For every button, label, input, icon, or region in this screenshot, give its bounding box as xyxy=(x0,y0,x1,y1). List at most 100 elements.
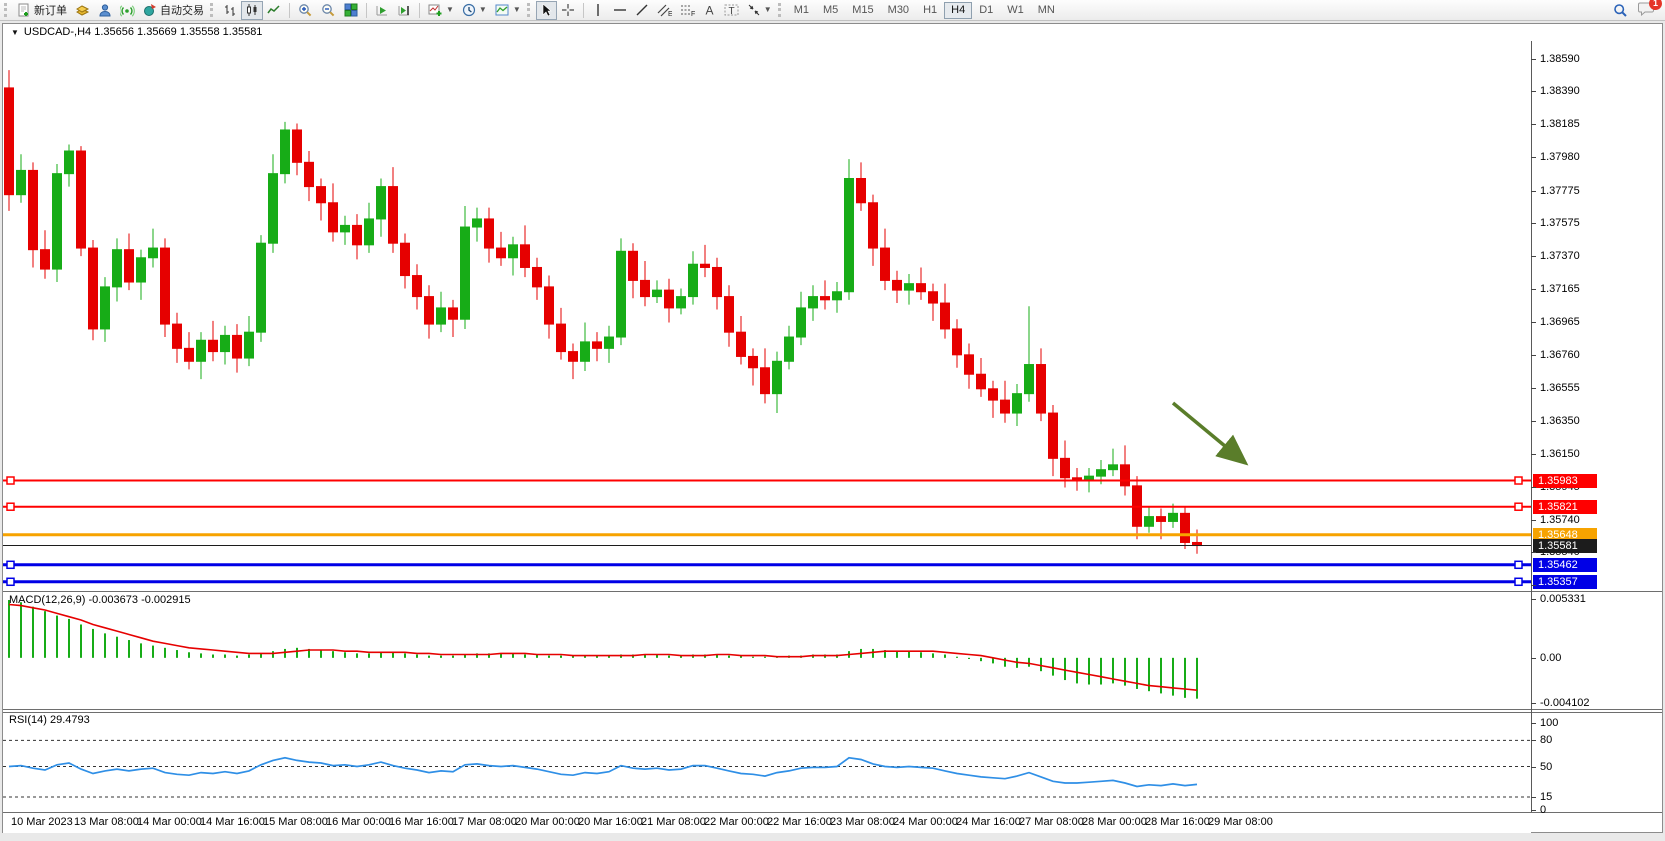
arrows-icon xyxy=(748,4,760,16)
new-order-button[interactable]: 新订单 xyxy=(13,1,71,20)
signals-button[interactable] xyxy=(116,1,139,20)
cursor-button[interactable] xyxy=(535,0,557,20)
timeframe-button-m30[interactable]: M30 xyxy=(881,2,916,19)
pane-separator[interactable] xyxy=(3,591,1662,592)
rsi-tick xyxy=(1531,766,1536,768)
periods-dropdown[interactable]: ▼ xyxy=(458,1,491,20)
line-handle[interactable] xyxy=(1514,476,1523,485)
time-label: 20 Mar 16:00 xyxy=(578,816,643,828)
zoom-in-button[interactable] xyxy=(294,1,317,20)
trendline-button[interactable] xyxy=(631,1,653,20)
line-handle[interactable] xyxy=(6,502,15,511)
text-label-button[interactable]: T xyxy=(720,1,743,20)
crosshair-button[interactable] xyxy=(557,1,579,20)
rsi-label: RSI(14) 29.4793 xyxy=(9,714,90,726)
pane-separator[interactable] xyxy=(3,712,1662,713)
candle-body xyxy=(268,173,278,244)
line-handle[interactable] xyxy=(6,577,15,587)
rsi-tick-label: 15 xyxy=(1540,790,1553,803)
line-handle[interactable] xyxy=(1514,560,1523,570)
chevron-down-icon: ▼ xyxy=(478,5,487,14)
candle-body xyxy=(52,173,62,270)
arrows-dropdown[interactable]: ▼ xyxy=(743,1,776,20)
candle-body xyxy=(1060,457,1070,479)
timeframe-button-m15[interactable]: M15 xyxy=(845,2,880,19)
toolbar-grip xyxy=(210,3,215,17)
chart-shift-button[interactable] xyxy=(393,1,415,20)
profile-button[interactable] xyxy=(94,1,116,20)
svg-text:T: T xyxy=(728,6,734,17)
svg-text:E: E xyxy=(668,11,672,17)
candle-body xyxy=(352,224,362,246)
text-button[interactable]: A xyxy=(699,1,720,20)
equidistant-channel-button[interactable]: E xyxy=(653,1,676,20)
timeframe-button-w1[interactable]: W1 xyxy=(1000,2,1031,19)
candle-body xyxy=(196,339,206,362)
toolbar-separator xyxy=(366,2,367,18)
candle-body xyxy=(592,341,602,349)
candle-body xyxy=(580,341,590,362)
hline-price-badge: 1.35821 xyxy=(1533,499,1597,514)
price-tick xyxy=(1531,486,1536,488)
chart-title-row: ▼ USDCAD-,H4 1.35656 1.35669 1.35558 1.3… xyxy=(3,24,1662,40)
fibonacci-button[interactable]: F xyxy=(676,1,699,20)
price-axis-line xyxy=(1531,41,1532,812)
time-axis[interactable]: 10 Mar 2023 13 Mar 08:00 14 Mar 00:00 14 Ma… xyxy=(3,813,1531,833)
line-handle[interactable] xyxy=(6,476,15,485)
line-handle[interactable] xyxy=(6,560,15,570)
bar-chart-icon xyxy=(225,5,235,16)
candle-body xyxy=(868,202,878,249)
timeframe-button-m5[interactable]: M5 xyxy=(816,2,845,19)
charts-button[interactable] xyxy=(71,1,94,20)
candle-body xyxy=(28,169,38,251)
macd-tick xyxy=(1531,703,1536,705)
autotrade-button[interactable]: 自动交易 xyxy=(139,1,208,20)
price-tick xyxy=(1531,289,1536,291)
bar-chart-button[interactable] xyxy=(219,1,241,20)
hline-price-badge: 1.35648 xyxy=(1533,527,1597,542)
candle-body xyxy=(916,283,926,293)
annotation-arrow[interactable] xyxy=(1171,401,1249,466)
line-chart-button[interactable] xyxy=(263,1,285,20)
new-chart-dropdown[interactable]: ▼ xyxy=(424,1,458,20)
zoom-out-button[interactable] xyxy=(317,1,340,20)
timeframe-button-d1[interactable]: D1 xyxy=(972,2,1000,19)
timeframe-button-h1[interactable]: H1 xyxy=(916,2,944,19)
horizontal-line-button[interactable] xyxy=(609,1,631,20)
pane-separator[interactable] xyxy=(3,709,1662,710)
vertical-line-button[interactable] xyxy=(588,1,609,20)
auto-scroll-button[interactable] xyxy=(371,1,393,20)
timeframe-button-mn[interactable]: MN xyxy=(1031,2,1062,19)
line-chart-icon xyxy=(267,5,280,14)
templates-dropdown[interactable]: ▼ xyxy=(491,1,525,20)
time-label: 29 Mar 08:00 xyxy=(1208,816,1273,828)
candle-body xyxy=(952,328,962,356)
timeframe-button-h4[interactable]: H4 xyxy=(944,1,973,19)
tile-windows-button[interactable] xyxy=(340,1,362,20)
candle-body xyxy=(244,331,254,359)
search-button[interactable] xyxy=(1609,1,1632,20)
chat-button[interactable]: 1 xyxy=(1638,0,1662,19)
line-handle[interactable] xyxy=(1514,577,1523,587)
candle-body xyxy=(856,178,866,204)
candle-body xyxy=(400,242,410,277)
vertical-line-icon xyxy=(597,4,599,16)
candle-body xyxy=(1108,464,1118,471)
price-pane xyxy=(3,41,1531,591)
candle-body xyxy=(1156,516,1166,522)
collapse-icon[interactable]: ▼ xyxy=(11,27,19,37)
time-label: 22 Mar 00:00 xyxy=(704,816,769,828)
candle-body xyxy=(412,275,422,298)
time-label: 24 Mar 16:00 xyxy=(956,816,1021,828)
candlestick-button[interactable] xyxy=(241,0,263,20)
autotrade-label: 自动交易 xyxy=(160,5,204,17)
new-order-icon xyxy=(18,3,29,17)
candle-body xyxy=(124,249,134,283)
candle-body xyxy=(1144,516,1154,527)
candle-body xyxy=(160,247,170,325)
candle-body xyxy=(328,202,338,233)
line-handle[interactable] xyxy=(1514,502,1523,511)
timeframe-button-m1[interactable]: M1 xyxy=(787,2,816,19)
candle-body xyxy=(16,169,26,196)
candle-body xyxy=(628,250,638,281)
